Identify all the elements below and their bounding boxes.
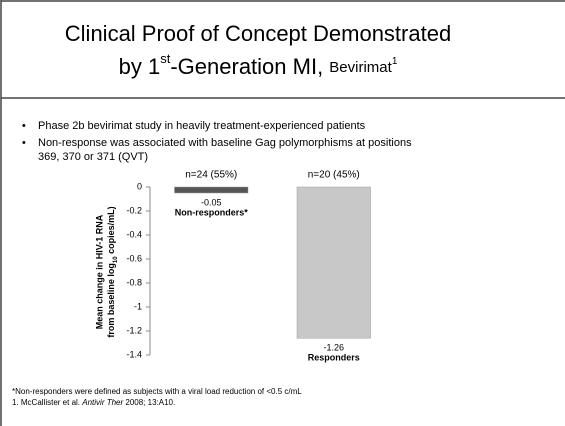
y-axis-label: Mean change in HIV-1 RNA from baseline l… xyxy=(94,206,118,337)
value-label: -1.26 xyxy=(323,343,344,353)
category-label: Responders xyxy=(308,353,360,363)
y-tick-label: -0.2 xyxy=(126,205,142,215)
y-label-line: from baseline log10 copies/mL) xyxy=(106,206,118,337)
bullet-dot: • xyxy=(22,137,26,149)
y-tick-label: -0.6 xyxy=(126,253,142,263)
value-label: -0.05 xyxy=(201,197,222,207)
footnote: *Non-responders were defined as subjects… xyxy=(12,387,302,396)
category-label: Non-responders* xyxy=(175,207,249,217)
annotation: n=20 (45%) xyxy=(308,170,360,181)
bar xyxy=(296,186,371,339)
bullet: 369, 370 or 371 (QVT) xyxy=(38,151,148,163)
y-tick-label: -0.4 xyxy=(126,229,142,239)
bullet-dot: • xyxy=(22,120,26,132)
y-label-line: Mean change in HIV-1 RNA xyxy=(94,214,104,329)
y-tick-label: -1 xyxy=(134,301,142,311)
title: by 1st-Generation MI, Bevirimat1 xyxy=(119,51,398,78)
bar xyxy=(174,186,249,194)
footnote: 1. McCallister et al. Antivir Ther 2008;… xyxy=(12,398,175,407)
plot: 0 -0.2 -0.4 -0.6 -0.8 -1 -1.2 -1.4 n=24 (55%) -0.… xyxy=(126,170,371,363)
y-tick-label: -1.4 xyxy=(126,349,142,359)
y-tick-label: -1.2 xyxy=(126,325,142,335)
title: Clinical Proof of Concept Demonstrated xyxy=(65,21,451,46)
y-tick-label: -0.8 xyxy=(126,277,142,287)
annotation: n=24 (55%) xyxy=(185,170,237,181)
bullet: Non-response was associated with baselin… xyxy=(38,137,412,149)
y-tick-label: 0 xyxy=(137,181,142,191)
bullet: Phase 2b bevirimat study in heavily trea… xyxy=(38,120,366,132)
